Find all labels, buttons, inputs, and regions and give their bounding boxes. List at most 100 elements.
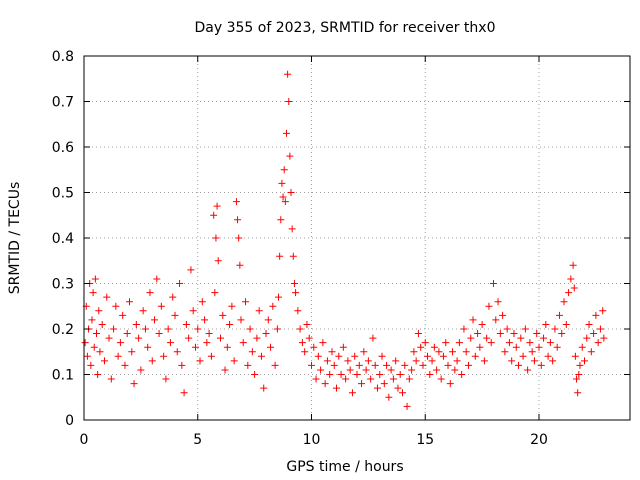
chart-title: Day 355 of 2023, SRMTID for receiver thx… <box>195 20 496 36</box>
data-point <box>558 330 566 338</box>
data-point <box>271 361 279 369</box>
data-point <box>487 339 495 347</box>
y-tick-label: 0 <box>65 413 74 429</box>
data-point <box>428 357 436 365</box>
data-point <box>494 298 502 306</box>
data-point <box>205 330 213 338</box>
data-point <box>530 357 538 365</box>
data-point <box>157 302 165 310</box>
data-point <box>540 334 548 342</box>
data-point <box>314 352 322 360</box>
data-point <box>519 352 527 360</box>
data-point <box>319 339 327 347</box>
data-point <box>446 380 454 388</box>
data-point <box>401 361 409 369</box>
data-point <box>533 330 541 338</box>
data-point <box>281 198 289 206</box>
data-point <box>105 334 113 342</box>
data-point <box>273 325 281 333</box>
y-tick-label: 0.7 <box>52 95 74 111</box>
data-point <box>549 357 557 365</box>
data-point <box>132 320 140 328</box>
data-points <box>81 70 608 410</box>
x-axis-label: GPS time / hours <box>286 459 403 475</box>
data-point <box>496 330 504 338</box>
data-point <box>505 339 513 347</box>
data-point <box>560 298 568 306</box>
data-point <box>426 371 434 378</box>
data-point <box>189 307 197 315</box>
data-point <box>542 320 550 328</box>
data-point <box>562 320 570 328</box>
data-point <box>185 334 193 342</box>
y-tick-label: 0.2 <box>52 322 74 338</box>
data-point <box>367 375 375 383</box>
data-point <box>253 334 261 342</box>
data-point <box>194 325 202 333</box>
data-point <box>139 307 147 315</box>
data-point <box>578 343 586 351</box>
data-point <box>517 334 525 342</box>
data-point <box>284 70 292 78</box>
data-point <box>196 357 204 365</box>
data-point <box>277 216 285 224</box>
data-point <box>141 325 149 333</box>
data-point <box>244 361 252 369</box>
data-point <box>203 339 211 347</box>
data-point <box>312 375 320 383</box>
data-point <box>600 334 608 342</box>
data-point <box>396 371 404 378</box>
data-point <box>107 375 115 383</box>
data-point <box>573 375 581 383</box>
data-point <box>285 98 293 105</box>
data-point <box>596 325 604 333</box>
data-point <box>326 371 334 378</box>
data-point <box>260 384 268 392</box>
data-point <box>410 348 418 356</box>
data-point <box>103 293 111 301</box>
data-point <box>276 252 284 260</box>
data-point <box>235 234 243 242</box>
data-point <box>585 320 593 328</box>
data-point <box>198 298 206 306</box>
data-point <box>444 361 452 369</box>
data-point <box>453 357 461 365</box>
data-point <box>148 357 156 365</box>
y-tick-label: 0.1 <box>52 368 74 384</box>
data-point <box>151 316 159 324</box>
data-point <box>236 261 244 269</box>
data-point <box>176 280 184 287</box>
data-point <box>555 311 563 319</box>
data-point <box>207 352 215 360</box>
data-point <box>419 361 427 369</box>
data-point <box>251 371 259 378</box>
data-point <box>89 289 97 297</box>
data-point <box>228 302 236 310</box>
data-point <box>408 366 416 374</box>
data-point <box>569 261 577 269</box>
data-point <box>87 361 95 369</box>
data-point <box>455 339 463 347</box>
data-point <box>490 280 497 287</box>
data-point <box>389 375 397 383</box>
data-point <box>187 266 195 274</box>
data-point <box>339 343 347 351</box>
data-point <box>492 316 500 324</box>
data-point <box>323 357 331 365</box>
y-tick-label: 0.6 <box>52 140 74 156</box>
data-point <box>474 330 482 338</box>
data-point <box>358 380 366 388</box>
data-point <box>435 348 443 356</box>
data-point <box>213 202 221 210</box>
data-point <box>191 343 199 351</box>
data-point <box>262 330 270 338</box>
data-point <box>387 366 395 374</box>
data-point <box>112 302 120 310</box>
data-point <box>414 330 422 338</box>
data-point <box>576 361 584 369</box>
data-point <box>571 352 579 360</box>
data-point <box>135 334 143 342</box>
data-point <box>462 348 470 356</box>
data-point <box>257 352 265 360</box>
data-point <box>280 166 288 174</box>
